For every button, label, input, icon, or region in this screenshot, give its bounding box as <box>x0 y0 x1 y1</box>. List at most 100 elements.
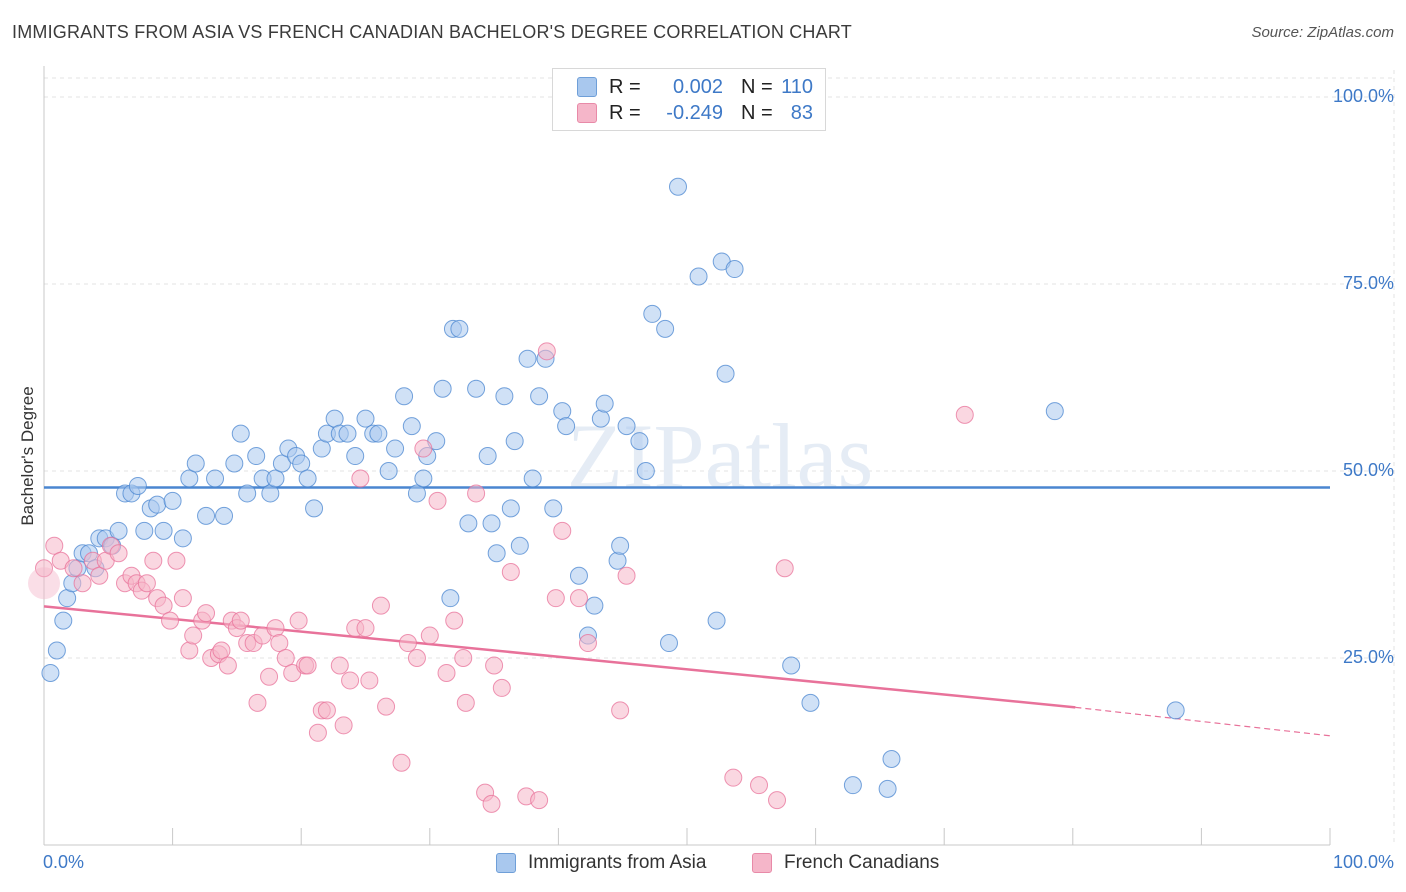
data-point-asia <box>58 589 77 608</box>
data-point-french <box>501 562 520 581</box>
data-point-french <box>553 521 572 540</box>
asia-legend-swatch <box>496 853 516 873</box>
data-point-french <box>212 641 231 660</box>
data-point-french <box>334 716 353 735</box>
data-point-asia <box>441 589 460 608</box>
data-points <box>28 177 1185 813</box>
series-legend: Immigrants from Asia French Canadians <box>0 852 1406 878</box>
data-point-asia <box>338 424 357 443</box>
data-point-asia <box>173 529 192 548</box>
data-point-french <box>266 619 285 638</box>
data-point-asia <box>553 402 572 421</box>
data-point-french <box>392 753 411 772</box>
legend-item-asia[interactable]: Immigrants from Asia <box>496 852 706 874</box>
data-point-asia <box>298 469 317 488</box>
data-point-french <box>231 611 250 630</box>
data-point-asia <box>47 641 66 660</box>
watermark: ZIPatlas <box>567 405 874 507</box>
data-point-french <box>260 667 279 686</box>
data-point-asia <box>180 469 199 488</box>
data-point-french <box>492 678 511 697</box>
data-point-french <box>456 693 475 712</box>
y-tick-label: 75.0% <box>1342 273 1394 293</box>
data-point-french <box>276 649 295 667</box>
data-point-asia <box>135 521 154 540</box>
data-point-asia <box>510 536 529 555</box>
data-point-french <box>569 589 588 608</box>
data-point-french <box>546 589 565 608</box>
data-point-french <box>955 405 974 424</box>
data-point-french <box>35 559 53 578</box>
data-point-asia <box>305 499 324 518</box>
data-point-asia <box>656 319 675 338</box>
data-point-asia <box>569 566 588 585</box>
r-value: -0.249 <box>666 101 723 124</box>
data-point-asia <box>325 409 344 428</box>
axes <box>43 66 1331 846</box>
data-point-french <box>482 794 501 813</box>
data-point-asia <box>595 394 614 413</box>
data-point-french <box>428 491 447 510</box>
n-label: N = <box>741 75 773 98</box>
stats-legend: R = 0.002 N = 110 R = -0.249 N = 83 <box>552 68 826 131</box>
data-point-french <box>356 619 375 638</box>
data-point-asia <box>414 469 433 488</box>
data-point-asia <box>505 432 524 451</box>
data-point-asia <box>231 424 250 443</box>
n-value: 110 <box>781 75 813 98</box>
y-tick-label: 25.0% <box>1342 647 1394 667</box>
r-value: 0.002 <box>672 75 723 98</box>
data-point-asia <box>501 499 520 518</box>
data-point-french <box>371 596 390 615</box>
data-point-french-cluster <box>28 567 60 600</box>
y-tick-label: 100.0% <box>1332 86 1394 106</box>
data-point-asia <box>450 319 469 338</box>
data-point-asia <box>557 417 576 436</box>
data-point-asia <box>725 260 744 279</box>
data-point-french <box>351 469 370 488</box>
data-point-asia <box>782 656 801 675</box>
legend-item-french[interactable]: French Canadians <box>752 852 939 874</box>
data-point-asia <box>292 454 311 473</box>
data-point-french <box>617 566 636 585</box>
data-point-asia <box>495 387 514 406</box>
data-point-asia <box>668 177 687 196</box>
data-point-french <box>144 551 163 570</box>
data-point-asia <box>433 379 452 398</box>
data-point-french <box>218 656 237 675</box>
data-point-french <box>437 663 456 682</box>
data-point-french <box>724 768 743 787</box>
data-point-asia <box>369 424 388 443</box>
data-point-french <box>197 604 216 623</box>
data-point-asia <box>312 439 331 458</box>
data-point-french <box>330 656 349 675</box>
data-point-asia <box>197 506 216 525</box>
data-point-asia <box>523 469 542 488</box>
n-value: 83 <box>790 101 813 124</box>
data-point-asia <box>346 447 365 466</box>
data-point-french <box>398 634 417 653</box>
data-point-french <box>154 596 173 615</box>
x-tick-label: 100.0% <box>1332 852 1394 872</box>
data-point-asia <box>518 349 537 368</box>
data-point-asia <box>109 521 128 540</box>
data-point-asia <box>843 776 862 795</box>
data-point-french <box>407 649 426 667</box>
data-point-french <box>45 536 64 555</box>
data-point-asia <box>530 387 549 406</box>
data-point-french <box>414 439 433 458</box>
data-point-asia <box>611 536 630 555</box>
data-point-asia <box>630 432 649 451</box>
data-point-french <box>308 723 327 742</box>
data-point-asia <box>1166 701 1185 720</box>
data-point-asia <box>407 484 426 503</box>
data-point-french <box>445 611 464 630</box>
data-point-asia <box>591 409 610 428</box>
data-point-french <box>775 559 794 578</box>
data-point-french <box>768 791 787 810</box>
legend-label-asia: Immigrants from Asia <box>528 852 707 873</box>
data-point-french <box>360 671 379 690</box>
data-point-french <box>161 611 180 630</box>
stats-row-french: R = -0.249 N = 83 <box>577 100 813 126</box>
